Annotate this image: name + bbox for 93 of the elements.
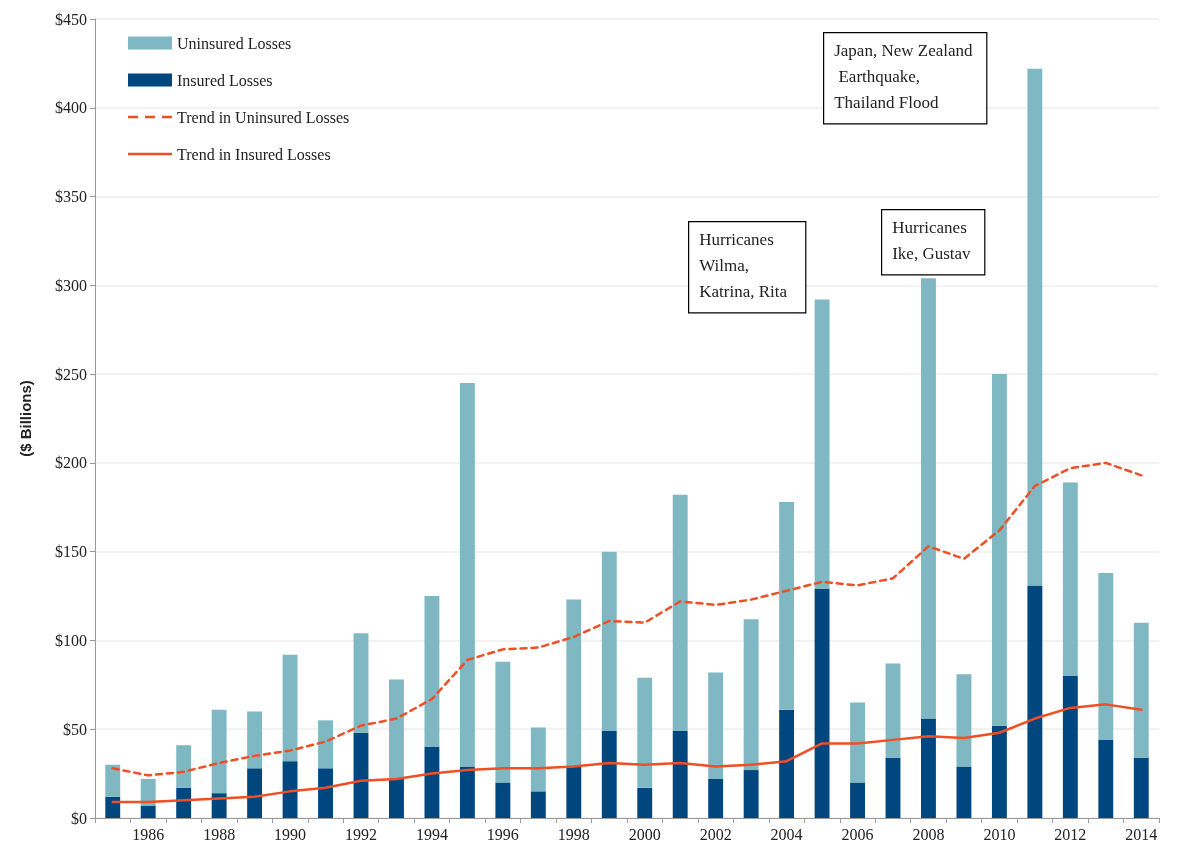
y-tick-label: $150 <box>55 543 87 561</box>
bar <box>1133 757 1149 818</box>
x-tick-label: 2002 <box>699 825 732 843</box>
x-tick-label: 2014 <box>1125 825 1158 843</box>
bar <box>1133 622 1149 758</box>
bar <box>991 374 1007 726</box>
bar <box>211 709 227 794</box>
x-tick-label: 2010 <box>983 825 1016 843</box>
bar <box>743 619 759 771</box>
bar <box>779 501 795 710</box>
bar <box>601 551 617 731</box>
bar <box>247 768 263 818</box>
bar <box>601 731 617 818</box>
annotation: Japan, New Zealand Earthquake, Thailand Flood <box>834 40 973 112</box>
bar <box>1062 482 1078 676</box>
bar <box>637 787 653 818</box>
bar <box>672 494 688 731</box>
y-axis-title: ($ Billions) <box>17 380 34 457</box>
bar <box>991 725 1007 818</box>
y-tick-label: $50 <box>63 720 87 738</box>
bar <box>1098 572 1114 740</box>
y-tick-label: $200 <box>55 454 87 472</box>
bar <box>637 677 653 788</box>
legend-label: Uninsured Losses <box>177 34 292 52</box>
y-tick-label: $300 <box>55 276 87 294</box>
bar <box>1098 739 1114 818</box>
bar <box>495 782 511 818</box>
y-tick-label: $0 <box>71 809 87 827</box>
y-tick-label: $450 <box>55 10 87 28</box>
x-tick-label: 2008 <box>912 825 945 843</box>
bar <box>885 757 901 818</box>
bar <box>176 745 192 788</box>
bar <box>779 709 795 818</box>
bar <box>814 299 830 589</box>
bar <box>140 778 156 806</box>
x-tick-label: 2004 <box>770 825 803 843</box>
bar <box>530 727 546 792</box>
bar <box>282 761 298 818</box>
legend-label: Trend in Insured Losses <box>177 145 331 163</box>
bar <box>353 633 369 733</box>
x-tick-label: 1994 <box>415 825 448 843</box>
line-series <box>111 703 1143 804</box>
y-tick-label: $350 <box>55 188 87 206</box>
bar <box>140 805 156 818</box>
bar <box>956 766 972 818</box>
bar <box>530 791 546 818</box>
bar <box>424 746 440 818</box>
bar <box>495 661 511 783</box>
bar <box>921 278 936 719</box>
bar <box>105 796 121 818</box>
bar <box>424 596 440 747</box>
line-series <box>111 461 1143 777</box>
bar <box>318 720 333 769</box>
bar <box>743 770 759 818</box>
legend-label: Trend in Uninsured Losses <box>177 108 350 126</box>
bar <box>318 768 333 818</box>
x-tick-label: 2000 <box>628 825 661 843</box>
y-tick-label: $100 <box>55 631 87 649</box>
bar <box>672 731 688 818</box>
x-tick-label: 1996 <box>486 825 519 843</box>
bar <box>282 654 298 762</box>
legend-label: Insured Losses <box>177 71 273 89</box>
bar <box>1062 675 1078 818</box>
x-tick-label: 2012 <box>1054 825 1087 843</box>
bar <box>389 778 404 818</box>
bar <box>459 766 475 818</box>
bar <box>956 674 972 767</box>
bar <box>885 663 901 758</box>
x-tick-label: 2006 <box>841 825 874 843</box>
bar <box>247 711 263 769</box>
bar <box>566 766 582 818</box>
bar <box>105 764 121 797</box>
bar <box>353 732 369 818</box>
bar <box>921 718 936 818</box>
y-tick-label: $250 <box>55 365 87 383</box>
x-tick-label: 1986 <box>132 825 165 843</box>
bar <box>1027 68 1043 586</box>
x-tick-label: 1988 <box>203 825 236 843</box>
bar <box>389 679 404 779</box>
annotation: Hurricanes Ike, Gustav <box>892 217 972 263</box>
x-tick-label: 1998 <box>557 825 590 843</box>
annotation: Hurricanes Wilma, Katrina, Rita <box>699 229 788 301</box>
bar <box>850 702 865 783</box>
bar <box>708 672 724 779</box>
x-tick-label: 1992 <box>345 825 377 843</box>
bar <box>566 599 582 767</box>
bar <box>708 778 724 818</box>
x-tick-label: 1990 <box>274 825 307 843</box>
bar <box>459 382 475 767</box>
bar <box>814 588 830 818</box>
bar <box>850 782 865 818</box>
y-tick-label: $400 <box>55 99 87 117</box>
bar <box>1027 585 1043 818</box>
